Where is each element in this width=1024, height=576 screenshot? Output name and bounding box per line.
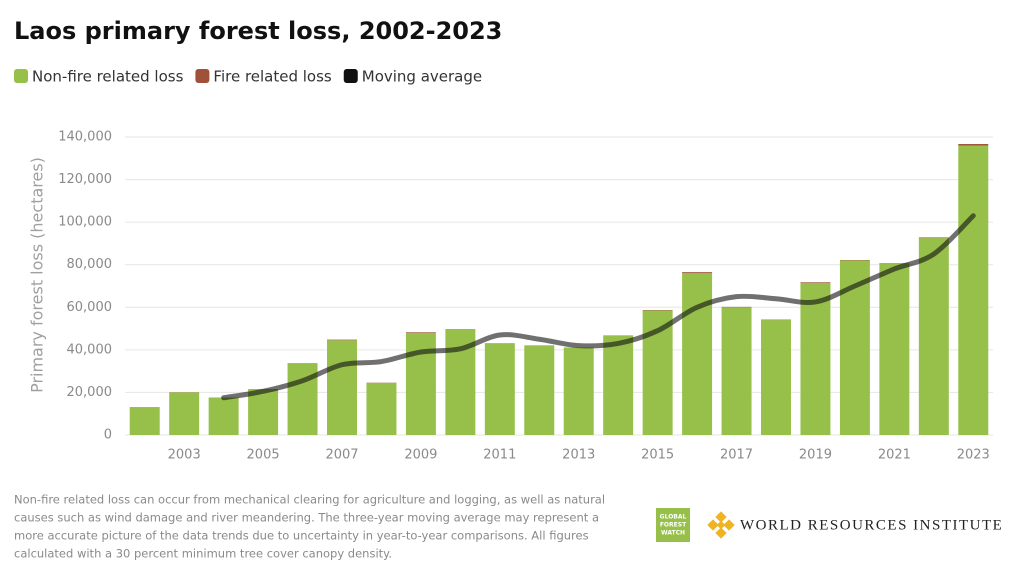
- x-tick-label: 2021: [878, 448, 911, 463]
- y-tick-label: 80,000: [67, 257, 113, 272]
- bar: [405, 332, 436, 333]
- bar: [524, 345, 555, 435]
- footnote-line: more accurate picture of the data trends…: [14, 529, 589, 543]
- bar: [484, 343, 515, 435]
- legend-swatch: [14, 69, 28, 83]
- bar: [800, 282, 831, 283]
- bar: [761, 320, 791, 435]
- y-tick-label: 120,000: [58, 172, 112, 187]
- y-tick-label: 60,000: [67, 300, 113, 315]
- legend-swatch: [195, 69, 210, 83]
- legend-label: Non-fire related loss: [32, 68, 184, 86]
- x-tick-label: 2015: [641, 448, 674, 463]
- gfw-logo-box: [656, 508, 690, 542]
- gfw-logo-text: FOREST: [660, 522, 687, 529]
- gfw-logo: GLOBAL FOREST WATCH: [656, 508, 690, 542]
- y-tick-label: 0: [104, 428, 112, 443]
- legend: Non-fire related loss Fire related loss Mo…: [14, 68, 482, 86]
- legend-swatch: [343, 69, 358, 83]
- bar: [208, 397, 239, 435]
- wri-icon: [707, 511, 735, 539]
- bar: [918, 237, 949, 239]
- bar: [129, 407, 160, 435]
- x-tick-label: 2007: [325, 448, 358, 463]
- gfw-logo-text: GLOBAL: [660, 514, 687, 521]
- bar: [603, 336, 634, 435]
- x-tick-label: 2023: [957, 448, 990, 463]
- bar: [918, 238, 949, 435]
- bar: [800, 282, 831, 435]
- y-tick-label: 40,000: [67, 342, 113, 357]
- footnote-line: Non-fire related loss can occur from mec…: [14, 493, 605, 507]
- x-tick-label: 2017: [720, 448, 753, 463]
- chart-title: Laos primary forest loss, 2002-2023: [14, 17, 502, 45]
- wri-logo: WORLD RESOURCES INSTITUTE: [707, 511, 1003, 539]
- x-tick-label: 2009: [404, 448, 437, 463]
- y-axis-label: Primary forest loss (hectares): [28, 157, 47, 393]
- x-tick-label: 2005: [247, 448, 280, 463]
- bar: [682, 273, 713, 435]
- bar: [958, 145, 989, 435]
- bar: [405, 332, 436, 435]
- bar: [366, 382, 397, 435]
- bar: [682, 272, 713, 274]
- moving-average-line: [221, 213, 976, 401]
- legend-label: Fire related loss: [213, 68, 332, 86]
- x-tick-label: 2019: [799, 448, 832, 463]
- x-tick-label: 2003: [168, 448, 201, 463]
- gfw-logo-text: WATCH: [661, 530, 685, 537]
- legend-label: Moving average: [362, 68, 482, 86]
- bar: [248, 389, 279, 435]
- bar: [169, 392, 200, 435]
- bar: [958, 144, 989, 146]
- footnote-line: calculated with a 30 percent minimum tre…: [14, 547, 392, 561]
- x-tick-label: 2011: [483, 448, 516, 463]
- bar: [879, 263, 910, 435]
- footnote-line: causes such as wind damage and river mea…: [14, 511, 599, 525]
- bar: [327, 339, 357, 341]
- footnote: Non-fire related loss can occur from mec…: [14, 493, 605, 561]
- bar: [563, 347, 594, 435]
- wri-logo-text: WORLD RESOURCES INSTITUTE: [740, 517, 1003, 533]
- y-tick-label: 100,000: [58, 215, 112, 230]
- bar: [327, 340, 357, 435]
- y-tick-label: 140,000: [58, 130, 112, 145]
- bar: [721, 307, 752, 435]
- y-tick-label: 20,000: [67, 385, 113, 400]
- x-tick-label: 2013: [562, 448, 595, 463]
